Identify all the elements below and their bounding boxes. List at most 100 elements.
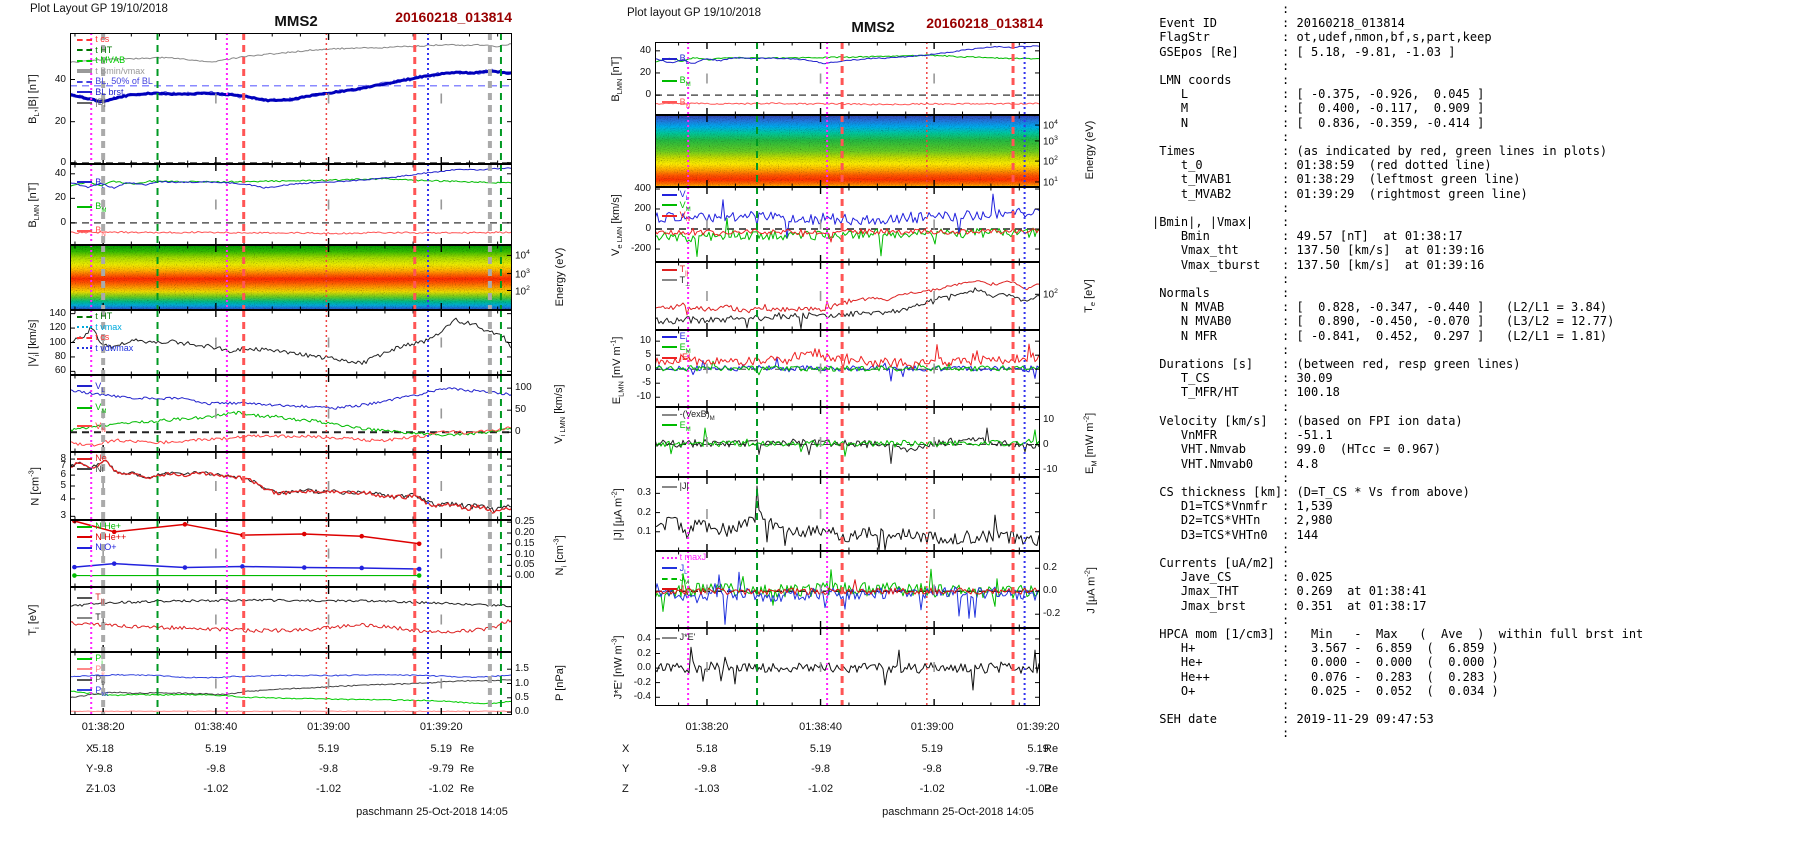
legend-label: Ne: [95, 453, 107, 463]
panel-ti: [69, 587, 513, 657]
footer-unit: Re: [1044, 763, 1059, 775]
footer-value: -9.79: [1025, 763, 1051, 775]
right-axis-label: Vi LMN [km/s]: [552, 383, 568, 444]
right-axis-label: J [μA m-2]: [1082, 566, 1098, 614]
legend-label: T⊥: [95, 611, 107, 625]
y-axis-label: BLMN [nT]: [26, 182, 42, 228]
footer-unit: Re: [460, 783, 475, 795]
legend-label: Pb: [95, 674, 105, 687]
panel-vi: [69, 310, 513, 380]
legend-entry: T⊥: [661, 275, 690, 290]
footer-value: -1.03: [90, 783, 116, 795]
legend-sample: [77, 468, 93, 471]
legend-entry: BL brst: [77, 87, 123, 98]
legend-entry: |B|: [77, 97, 106, 108]
y-tick-label: 40: [54, 73, 66, 85]
panel-canvas-je: [654, 628, 1040, 706]
footer-value: -1.02: [203, 783, 229, 795]
plot-header-middle: Plot layout GP 19/10/2018: [627, 7, 762, 19]
footer-row-label: X: [622, 743, 630, 755]
event-id-left: 20160218_013814: [395, 9, 512, 25]
footer-row-label: Y: [86, 763, 94, 775]
right-tick-label: 103: [515, 267, 530, 280]
legend-sample: [661, 214, 677, 217]
legend-label: JM: [679, 573, 690, 586]
legend-entry: Pb: [77, 674, 105, 689]
legend-sample: [77, 59, 93, 62]
legend-label: t vdwmax: [95, 342, 134, 353]
legend-entry: |E|: [661, 352, 691, 363]
right-tick-label: 0.05: [515, 559, 535, 571]
right-tick-label: 0.5: [515, 691, 529, 703]
panel-canvas-n: [69, 452, 513, 520]
legend-entry: BL, 50% of BL: [77, 76, 153, 87]
y-tick-label: 0.2: [637, 647, 651, 659]
footer-value: -1.03: [694, 783, 720, 795]
footer-value: 5.19: [921, 743, 943, 755]
legend-entry: N He++: [77, 532, 126, 543]
x-tick-label: 01:38:40: [799, 721, 842, 733]
legend-label: BL: [679, 53, 690, 66]
legend-entry: VM: [661, 200, 691, 215]
legend-sample: [661, 204, 677, 207]
legend-entry: Ni: [77, 464, 104, 475]
panel-espec: [655, 115, 1040, 192]
legend-sample: [77, 347, 93, 350]
footer-unit: Re: [460, 763, 475, 775]
panel-canvas-em: [654, 407, 1040, 477]
legend-label: VL: [95, 380, 105, 394]
panel-bl: [69, 33, 513, 169]
right-axis-label: Energy (eV): [1084, 120, 1096, 180]
legend-entry: VL: [77, 380, 105, 396]
right-tick-label: 1.5: [515, 663, 529, 675]
legend-entry: BN: [661, 97, 690, 112]
y-axis-label: |J| [μA m-2]: [609, 488, 625, 541]
footer-unit: Re: [460, 743, 475, 755]
legend-label: EL: [679, 331, 690, 344]
y-tick-label: -200: [630, 243, 651, 255]
y-axis-label: N [cm-3]: [26, 467, 42, 506]
y-tick-label: 0: [645, 89, 651, 101]
legend-label: N He+: [95, 521, 122, 531]
legend-label: Ptot: [95, 684, 109, 698]
right-tick-label: -0.2: [1043, 608, 1061, 620]
right-tick-label: 0: [1043, 438, 1049, 450]
legend-sample: [77, 425, 93, 428]
legend-sample: [661, 279, 677, 282]
legend-label: |E|: [679, 352, 691, 362]
panel-canvas-te: [654, 262, 1040, 330]
footer-row-label: Z: [86, 783, 93, 795]
legend-sample: [77, 69, 93, 74]
right-tick-label: 0.10: [515, 548, 535, 560]
legend-entry: Ne: [77, 453, 107, 464]
legend-entry: t cs: [77, 332, 109, 343]
footer-value: -1.02: [316, 783, 342, 795]
legend-entry: T||: [77, 592, 104, 607]
legend-label: J*E': [679, 632, 696, 642]
legend-sample: [77, 205, 93, 208]
legend-sample: [661, 356, 677, 359]
footer-unit: Re: [1044, 743, 1059, 755]
panel-velmn: [654, 187, 1040, 267]
legend-sample: [661, 193, 677, 196]
legend-entry: -(VexB)M: [661, 409, 715, 424]
panel-jmag: [654, 477, 1040, 556]
y-tick-label: 8: [60, 453, 66, 465]
panel-canvas-nminor: [70, 518, 512, 587]
x-tick-label: 01:39:00: [910, 721, 954, 733]
footer-value: 5.19: [317, 743, 340, 755]
y-tick-label: 140: [49, 307, 66, 319]
panel-canvas-elmn: [654, 330, 1040, 407]
panel-canvas-velmn: [654, 187, 1040, 262]
right-tick-label: 0.25: [515, 516, 535, 528]
legend-sample: [77, 80, 93, 83]
footer-value: -9.8: [93, 763, 113, 775]
legend-entry: t HT: [77, 311, 112, 322]
legend-label: BM: [679, 74, 691, 88]
right-tick-label: 1.0: [515, 677, 529, 689]
right-tick-label: 0.0: [1043, 585, 1057, 597]
footer-value: -1.02: [919, 783, 945, 795]
legend-sample: [661, 335, 677, 338]
y-tick-label: 400: [634, 183, 651, 195]
